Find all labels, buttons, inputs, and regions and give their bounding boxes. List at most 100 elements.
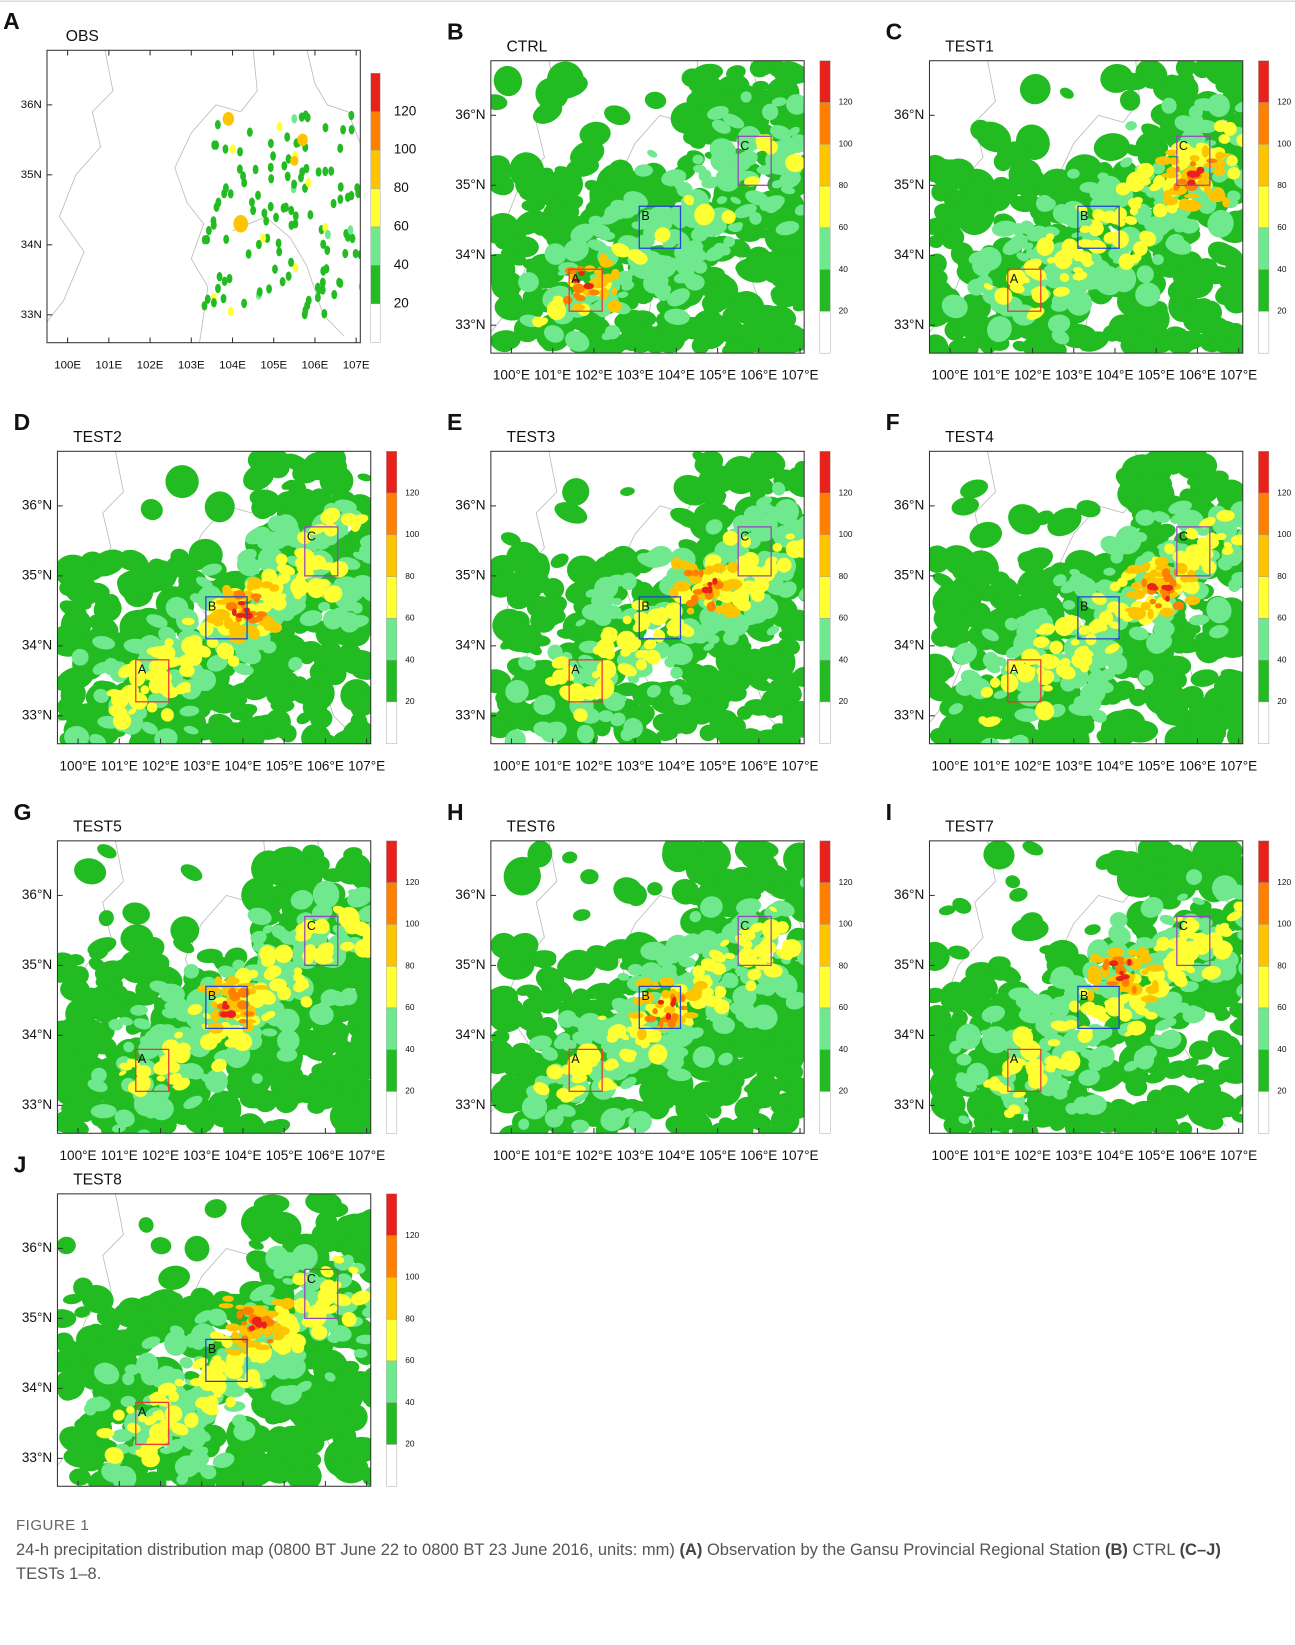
x-tick-label: 106°E [307, 758, 344, 773]
station-dot [237, 147, 243, 156]
precip-core [671, 1013, 678, 1021]
precip-core [243, 1022, 254, 1032]
station-dot [253, 165, 259, 174]
x-tick-label: 103°E [617, 1148, 654, 1163]
panel-title: OBS [66, 28, 99, 45]
precip-core [236, 613, 246, 618]
precip-core [1190, 155, 1200, 162]
precip-core [707, 582, 712, 586]
x-tick-label: 103°E [617, 758, 654, 773]
station-dot [306, 178, 312, 187]
colorbar-label: 20 [1277, 306, 1287, 316]
y-tick-label: 33N [21, 309, 42, 321]
colorbar-segment [820, 1050, 830, 1092]
colorbar-label: 100 [839, 529, 853, 539]
colorbar-segment [1258, 577, 1268, 619]
precip-core [594, 269, 601, 274]
x-tick-label: 107°E [781, 368, 818, 383]
y-tick-label: 33°N [22, 1097, 52, 1112]
y-tick-label: 36°N [455, 887, 485, 902]
precip-core [1149, 599, 1156, 604]
y-tick-label: 35°N [455, 957, 485, 972]
colorbar-label: 20 [839, 1086, 849, 1096]
x-tick-label: 102°E [1014, 758, 1051, 773]
colorbar-segment [371, 304, 380, 342]
x-tick-label: 100E [54, 360, 81, 372]
station-dot [337, 195, 343, 204]
precip-area [72, 855, 109, 887]
station-dot [302, 306, 308, 315]
colorbar-segment [1258, 144, 1268, 186]
precip-core [584, 265, 595, 272]
colorbar-segment [371, 189, 380, 227]
colorbar-label: 80 [839, 571, 849, 581]
station-dot [280, 277, 286, 286]
panel-title: TEST6 [507, 818, 556, 835]
precip-core [237, 988, 249, 998]
station-dot [266, 284, 272, 293]
precip-area [1246, 137, 1259, 148]
station-dot [223, 112, 234, 126]
precip-core [235, 625, 251, 633]
precip-core [716, 610, 723, 614]
colorbar-label: 80 [839, 960, 849, 970]
precip-core [722, 603, 734, 614]
station-dot [215, 284, 221, 293]
y-tick-label: 34°N [455, 1027, 485, 1042]
region-label: A [571, 272, 580, 286]
y-tick-label: 36°N [22, 497, 52, 512]
precip-core [687, 608, 694, 615]
station-dot [222, 277, 228, 286]
precip-area [572, 908, 592, 923]
x-tick-label: 100°E [493, 1148, 530, 1163]
colorbar-segment [386, 883, 396, 925]
y-tick-label: 36N [21, 99, 42, 111]
map-panel: GTEST5ABC100°E101°E102°E103°E104°E105°E1… [14, 799, 420, 1163]
colorbar-segment [820, 451, 830, 493]
x-tick-label: 101°E [534, 758, 571, 773]
precip-core [667, 1021, 675, 1028]
precip-core [1163, 574, 1173, 583]
region-label: B [208, 989, 216, 1003]
map-panel: AOBS100E101E102E103E104E105E106E107E36N3… [3, 8, 417, 372]
colorbar-label: 80 [405, 571, 415, 581]
colorbar-label: 100 [1277, 138, 1291, 148]
colorbar-segment [820, 702, 830, 744]
precip-core [1184, 194, 1199, 199]
station-dot [299, 112, 305, 121]
precip-core [643, 977, 650, 985]
panel-letter: E [447, 409, 462, 435]
x-tick-label: 105°E [1138, 368, 1175, 383]
colorbar-segment [1258, 618, 1268, 660]
panel-letter: A [3, 8, 20, 34]
x-tick-label: 105°E [266, 758, 303, 773]
colorbar-label: 20 [839, 696, 849, 706]
colorbar-label: 40 [405, 654, 415, 664]
x-tick-label: 107°E [1220, 368, 1257, 383]
colorbar-segment [386, 535, 396, 577]
y-tick-label: 34°N [894, 637, 924, 652]
station-dot [338, 182, 344, 191]
y-tick-label: 33°N [455, 317, 485, 332]
precip-core [224, 618, 234, 630]
precip-area [95, 841, 119, 861]
precip-area [324, 523, 338, 536]
station-dot [307, 210, 313, 219]
region-label: A [571, 1052, 580, 1066]
x-tick-label: 101°E [534, 368, 571, 383]
y-tick-label: 33°N [894, 317, 924, 332]
figure: AOBS100E101E102E103E104E105E106E107E36N3… [0, 0, 1295, 1500]
colorbar-segment [1258, 493, 1268, 535]
x-tick-label: 102E [137, 360, 164, 372]
precip-area [1003, 498, 1047, 540]
region-label: C [1179, 530, 1188, 544]
station-dot [331, 199, 337, 208]
y-tick-label: 34°N [455, 637, 485, 652]
precip-core [712, 563, 727, 573]
precip-core [1131, 582, 1143, 590]
precip-core [707, 602, 716, 612]
x-tick-label: 103°E [1055, 758, 1092, 773]
region-label: B [208, 600, 216, 614]
precip-core [268, 623, 282, 633]
station-dot [291, 179, 297, 188]
